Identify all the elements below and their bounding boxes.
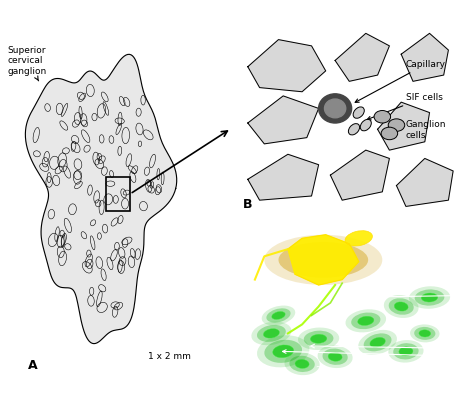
Ellipse shape <box>374 111 391 123</box>
Ellipse shape <box>272 311 285 319</box>
Ellipse shape <box>278 242 368 278</box>
Text: B: B <box>243 198 253 211</box>
Ellipse shape <box>266 308 291 323</box>
Text: SIF cells: SIF cells <box>367 93 443 120</box>
Text: 20 μm: 20 μm <box>316 366 345 374</box>
Text: Superior
cervical
ganglion: Superior cervical ganglion <box>7 46 46 81</box>
Ellipse shape <box>311 334 327 343</box>
Ellipse shape <box>388 119 405 131</box>
Text: Capillary: Capillary <box>355 60 446 102</box>
Ellipse shape <box>415 289 444 306</box>
Ellipse shape <box>348 123 360 135</box>
Ellipse shape <box>360 119 371 131</box>
Polygon shape <box>330 150 389 200</box>
Ellipse shape <box>273 345 294 358</box>
Ellipse shape <box>295 359 309 368</box>
Text: SIF cell: SIF cell <box>358 231 472 250</box>
Text: 1 x 2 mm: 1 x 2 mm <box>149 352 191 361</box>
Polygon shape <box>396 158 453 206</box>
Ellipse shape <box>264 235 382 285</box>
Ellipse shape <box>285 353 320 375</box>
Ellipse shape <box>370 337 385 347</box>
Polygon shape <box>248 96 319 144</box>
Ellipse shape <box>353 107 364 118</box>
Ellipse shape <box>298 327 339 350</box>
Ellipse shape <box>363 333 392 352</box>
Circle shape <box>319 94 352 123</box>
Ellipse shape <box>351 312 380 329</box>
Bar <box>106 177 130 211</box>
Ellipse shape <box>410 324 439 342</box>
Ellipse shape <box>384 295 419 318</box>
Polygon shape <box>248 40 326 92</box>
Text: Ganglion
cells: Ganglion cells <box>311 339 472 359</box>
Text: Process: Process <box>339 291 472 299</box>
Text: A: A <box>28 359 38 372</box>
Ellipse shape <box>388 340 423 363</box>
Ellipse shape <box>261 306 295 325</box>
Ellipse shape <box>345 231 372 246</box>
Text: C: C <box>243 375 252 388</box>
Ellipse shape <box>328 352 342 361</box>
Polygon shape <box>288 235 359 285</box>
Ellipse shape <box>399 347 413 356</box>
Text: Ganglion
cells: Ganglion cells <box>393 120 447 140</box>
Ellipse shape <box>394 302 408 311</box>
Ellipse shape <box>304 331 333 347</box>
Polygon shape <box>335 33 389 81</box>
Ellipse shape <box>257 325 286 342</box>
Ellipse shape <box>318 345 353 368</box>
Ellipse shape <box>421 293 438 302</box>
Polygon shape <box>248 154 319 200</box>
Ellipse shape <box>358 316 374 325</box>
Polygon shape <box>25 54 177 344</box>
Polygon shape <box>378 102 430 150</box>
Ellipse shape <box>393 343 419 359</box>
Ellipse shape <box>419 330 430 337</box>
Ellipse shape <box>414 327 435 340</box>
Circle shape <box>325 99 346 118</box>
Ellipse shape <box>263 329 279 338</box>
Ellipse shape <box>346 309 386 332</box>
Ellipse shape <box>388 298 414 315</box>
Ellipse shape <box>381 127 397 140</box>
Polygon shape <box>401 33 448 81</box>
Ellipse shape <box>257 335 310 367</box>
Ellipse shape <box>289 356 315 372</box>
Ellipse shape <box>264 340 302 363</box>
Ellipse shape <box>252 322 291 345</box>
Ellipse shape <box>409 286 450 309</box>
Ellipse shape <box>358 330 397 355</box>
Ellipse shape <box>322 349 348 365</box>
